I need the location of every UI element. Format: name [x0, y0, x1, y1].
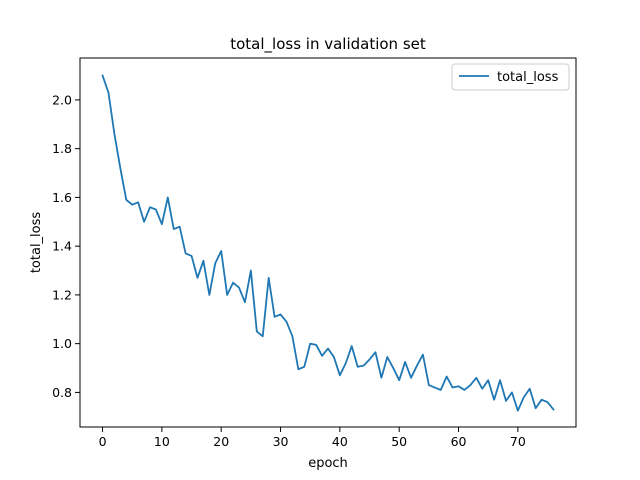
y-tick-label: 1.0 — [52, 336, 72, 351]
y-tick-label: 2.0 — [52, 92, 72, 107]
y-tick-label: 1.2 — [52, 287, 72, 302]
x-tick-label: 10 — [154, 434, 170, 449]
x-tick-label: 0 — [99, 434, 107, 449]
y-tick-label: 1.4 — [52, 239, 72, 254]
x-tick-label: 40 — [332, 434, 348, 449]
series-layer — [101, 74, 555, 412]
x-tick-label: 20 — [213, 434, 229, 449]
y-tick-label: 1.6 — [52, 190, 72, 205]
y-axis-label: total_loss — [29, 212, 44, 274]
legend: total_loss — [451, 63, 570, 91]
y-axis-ticks: 0.8 1.0 1.2 1.4 1.6 1.8 2.0 — [52, 92, 80, 400]
x-tick-label: 60 — [451, 434, 467, 449]
plot-area — [80, 58, 576, 427]
x-tick-label: 30 — [273, 434, 289, 449]
chart-title: total_loss in validation set — [230, 35, 426, 54]
x-tick-label: 50 — [391, 434, 407, 449]
x-tick-label: 70 — [510, 434, 526, 449]
legend-label: total_loss — [497, 70, 559, 85]
plot-frame — [79, 57, 577, 428]
x-axis-label: epoch — [308, 456, 348, 471]
series-line-total_loss — [101, 74, 555, 412]
y-tick-label: 0.8 — [52, 385, 72, 400]
legend-box — [451, 63, 570, 91]
y-tick-label: 1.8 — [52, 141, 72, 156]
x-axis-ticks: 0 10 20 30 40 50 60 70 — [99, 427, 526, 449]
